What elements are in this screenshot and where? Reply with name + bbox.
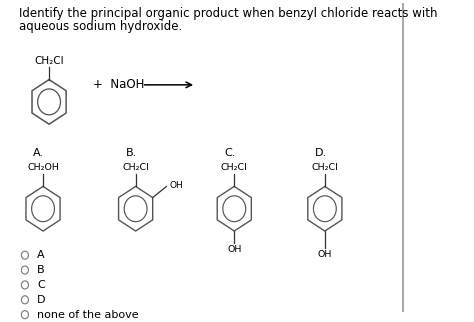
Text: OH: OH (318, 250, 332, 259)
Text: none of the above: none of the above (37, 310, 138, 320)
Text: CH₂Cl: CH₂Cl (221, 163, 247, 172)
Text: B.: B. (126, 147, 137, 158)
Text: CH₂Cl: CH₂Cl (34, 55, 64, 66)
Text: D.: D. (315, 147, 327, 158)
Text: D: D (37, 295, 46, 305)
Text: A.: A. (33, 147, 44, 158)
Text: aqueous sodium hydroxide.: aqueous sodium hydroxide. (19, 20, 182, 33)
Text: B: B (37, 265, 45, 275)
Text: CH₂Cl: CH₂Cl (122, 163, 149, 172)
Text: Identify the principal organic product when benzyl chloride reacts with: Identify the principal organic product w… (19, 7, 438, 20)
Text: A: A (37, 250, 45, 260)
Text: OH: OH (227, 245, 241, 254)
Text: CH₂Cl: CH₂Cl (311, 163, 338, 172)
Text: C: C (37, 280, 45, 290)
Text: CH₂OH: CH₂OH (27, 163, 59, 172)
Text: C.: C. (224, 147, 236, 158)
Text: OH: OH (170, 181, 183, 190)
Text: +  NaOH: + NaOH (93, 78, 145, 91)
